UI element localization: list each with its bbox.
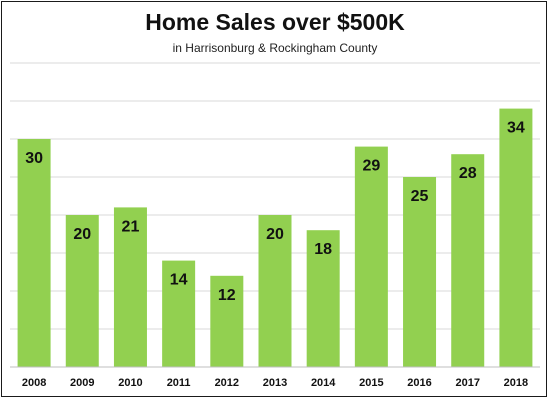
bar-2011 bbox=[162, 260, 196, 367]
x-tick-label-2011: 2011 bbox=[167, 377, 191, 389]
bar-2015 bbox=[354, 146, 388, 367]
data-label-2010: 21 bbox=[122, 218, 140, 235]
data-label-2016: 25 bbox=[411, 188, 429, 205]
bar-2009 bbox=[65, 215, 99, 367]
x-tick-label-2017: 2017 bbox=[455, 377, 479, 389]
bar-2012 bbox=[210, 275, 244, 367]
bar-2018 bbox=[499, 108, 533, 367]
x-tick-label-2018: 2018 bbox=[504, 377, 528, 389]
x-tick-label-2012: 2012 bbox=[215, 377, 239, 389]
x-tick-label-2008: 2008 bbox=[22, 377, 46, 389]
bars bbox=[17, 108, 533, 367]
x-tick-label-2015: 2015 bbox=[359, 377, 383, 389]
bar-2017 bbox=[451, 154, 485, 367]
bar-2016 bbox=[403, 177, 437, 367]
x-tick-label-2009: 2009 bbox=[70, 377, 94, 389]
data-label-2012: 12 bbox=[218, 287, 236, 304]
x-tick-label-2016: 2016 bbox=[407, 377, 431, 389]
x-tick-label-2014: 2014 bbox=[311, 377, 336, 389]
data-labels: 30 20 21 14 12 20 18 29 25 28 34 bbox=[25, 120, 525, 304]
x-tick-labels: 2008 2009 2010 2011 2012 2013 2014 2015 2016 2017… bbox=[22, 377, 528, 389]
bar-2014 bbox=[306, 230, 340, 367]
x-tick-label-2013: 2013 bbox=[263, 377, 287, 389]
data-label-2017: 28 bbox=[459, 165, 477, 182]
bar-2013 bbox=[258, 215, 292, 367]
bar-2010 bbox=[113, 207, 147, 367]
data-label-2011: 14 bbox=[170, 272, 188, 289]
x-tick-label-2010: 2010 bbox=[118, 377, 142, 389]
chart-title: Home Sales over $500K bbox=[145, 9, 405, 35]
data-label-2009: 20 bbox=[73, 226, 91, 243]
data-label-2008: 30 bbox=[25, 150, 43, 167]
chart-subtitle: in Harrisonburg & Rockingham County bbox=[172, 41, 378, 55]
data-label-2013: 20 bbox=[266, 226, 284, 243]
data-label-2015: 29 bbox=[362, 158, 380, 175]
data-label-2014: 18 bbox=[314, 241, 332, 258]
data-label-2018: 34 bbox=[507, 120, 525, 137]
bar-2008 bbox=[17, 139, 51, 367]
